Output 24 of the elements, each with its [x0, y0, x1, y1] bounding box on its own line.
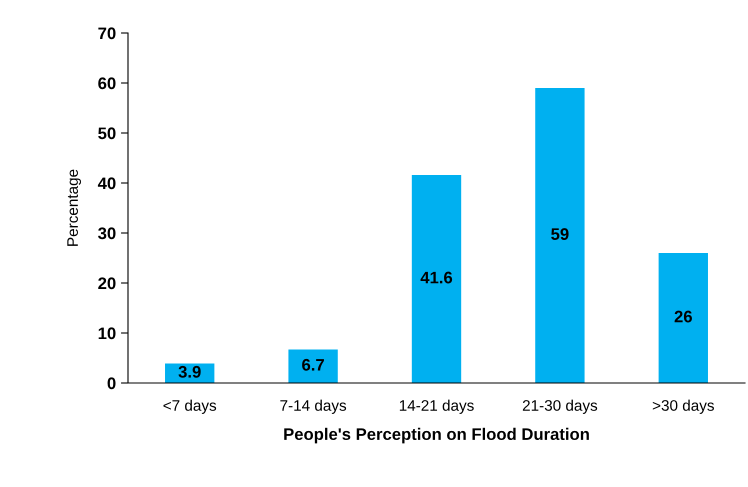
data-label: 3.9 — [178, 366, 201, 378]
x-tick-label: <7 days — [163, 400, 216, 414]
data-label: 6.7 — [302, 358, 324, 371]
bar — [535, 88, 585, 383]
y-axis-title: Percentage — [67, 170, 81, 246]
y-tick-label: 60 — [98, 77, 116, 90]
y-tick-label: 40 — [98, 177, 116, 190]
y-tick-label: 20 — [98, 277, 116, 290]
data-label: 26 — [674, 310, 692, 322]
y-tick-label: 50 — [98, 127, 116, 140]
x-axis-title: People's Perception on Flood Duration — [284, 428, 589, 444]
y-tick-label: 0 — [108, 377, 116, 390]
x-tick-label: >30 days — [652, 400, 714, 414]
bar — [412, 175, 462, 383]
y-tick-label: 70 — [98, 27, 116, 40]
y-tick-label: 30 — [98, 227, 116, 240]
bar — [658, 253, 708, 383]
y-tick-label: 10 — [98, 327, 116, 340]
x-tick-label: 14-21 days — [400, 400, 474, 414]
data-label: 59 — [551, 228, 569, 240]
x-tick-label: 7-14 days — [280, 400, 346, 414]
x-tick-label: 21-30 days — [522, 400, 598, 414]
data-label: 41.6 — [420, 272, 452, 284]
bar — [288, 350, 338, 383]
